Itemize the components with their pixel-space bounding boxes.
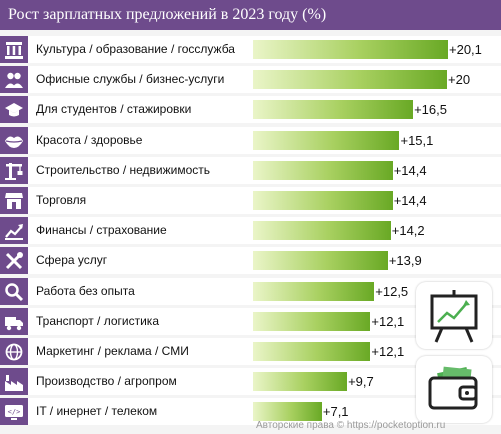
bar — [253, 221, 391, 241]
value-label: +9,7 — [348, 374, 374, 390]
category-label: Культура / образование / госслужба — [36, 42, 235, 56]
tools-icon — [5, 252, 23, 270]
bar — [253, 160, 393, 180]
category-icon-tile — [0, 338, 28, 365]
category-label: Маркетинг / реклама / СМИ — [36, 344, 189, 358]
category-icon-tile — [0, 217, 28, 245]
category-icon-tile — [0, 187, 28, 214]
category-icon-tile — [0, 247, 28, 275]
bar — [253, 402, 322, 422]
svg-text:</>: </> — [8, 408, 21, 416]
value-label: +20 — [448, 72, 471, 88]
chart-title: Рост зарплатных предложений в 2023 году … — [0, 0, 501, 30]
category-icon-tile — [0, 36, 28, 63]
category-icon-tile — [0, 126, 28, 154]
category-label: Офисные службы / бизнес-услуги — [36, 72, 225, 87]
category-icon-tile — [0, 96, 28, 124]
category-icon-tile — [0, 307, 28, 335]
value-label: +20,1 — [449, 42, 482, 57]
value-label: +7,1 — [322, 404, 349, 420]
chart-up-icon — [5, 224, 23, 241]
globe-icon — [5, 343, 23, 361]
people-icon — [5, 72, 23, 89]
value-label: +12,5 — [375, 283, 409, 299]
chart-row: Торговля +14,4 — [0, 187, 501, 214]
value-label: +12,1 — [371, 313, 405, 329]
truck-icon — [5, 316, 23, 330]
shop-icon — [5, 193, 23, 209]
category-icon-tile — [0, 277, 28, 305]
category-icon-tile: </> — [0, 398, 28, 426]
category-label: Производство / агропром — [36, 374, 177, 389]
category-label: Финансы / страхование — [36, 223, 167, 238]
bar — [253, 70, 448, 90]
presentation-board-illustration — [416, 282, 492, 349]
category-label: Торговля — [36, 193, 87, 207]
presentation-board-icon — [430, 290, 478, 343]
bar — [253, 251, 388, 271]
chart-row: Для студентов / стажировки +16,5 — [0, 96, 501, 124]
category-label: Для студентов / стажировки — [36, 102, 192, 117]
graduation-cap-icon — [5, 103, 23, 117]
value-label: +15,1 — [400, 132, 434, 148]
factory-icon — [5, 375, 23, 392]
value-label: +16,5 — [414, 102, 447, 118]
category-label: Транспорт / логистика — [36, 313, 159, 328]
chart-row: Красота / здоровье +15,1 — [0, 126, 501, 154]
category-icon-tile — [0, 66, 28, 94]
value-label: +14,2 — [391, 223, 425, 239]
category-label: Сфера услуг — [36, 253, 108, 268]
columns-icon — [5, 42, 23, 59]
value-label: +13,9 — [388, 253, 422, 269]
chart-row: Культура / образование / госслужба +20,1 — [0, 36, 501, 63]
bar — [253, 372, 348, 392]
value-label: +14,4 — [393, 162, 427, 178]
category-label: Строительство / недвижимость — [36, 162, 211, 177]
category-icon-tile — [0, 156, 28, 184]
screen-icon: </> — [5, 405, 23, 421]
bar — [253, 40, 448, 59]
bar — [253, 100, 414, 120]
bar — [253, 130, 400, 150]
chart-row: Офисные службы / бизнес-услуги +20 — [0, 66, 501, 94]
lips-icon — [5, 136, 23, 148]
wallet-icon — [428, 366, 478, 410]
crane-icon — [5, 162, 23, 180]
category-label: Красота / здоровье — [36, 132, 143, 147]
category-label: Работа без опыта — [36, 283, 135, 298]
bar — [253, 342, 371, 361]
category-icon-tile — [0, 368, 28, 396]
chart-row: Строительство / недвижимость +14,4 — [0, 156, 501, 184]
category-label: IT / инернет / телеком — [36, 404, 158, 419]
chart-row: Сфера услуг +13,9 — [0, 247, 501, 275]
magnifier-icon — [5, 282, 24, 301]
value-label: +14,4 — [393, 193, 427, 208]
bar — [253, 191, 393, 210]
bar — [253, 311, 371, 331]
chart-row: Финансы / страхование +14,2 — [0, 217, 501, 245]
copyright-watermark: Авторские права © https://pocketoption.r… — [256, 420, 446, 431]
value-label: +12,1 — [371, 344, 405, 359]
wallet-illustration — [416, 356, 492, 423]
bar — [253, 281, 375, 301]
